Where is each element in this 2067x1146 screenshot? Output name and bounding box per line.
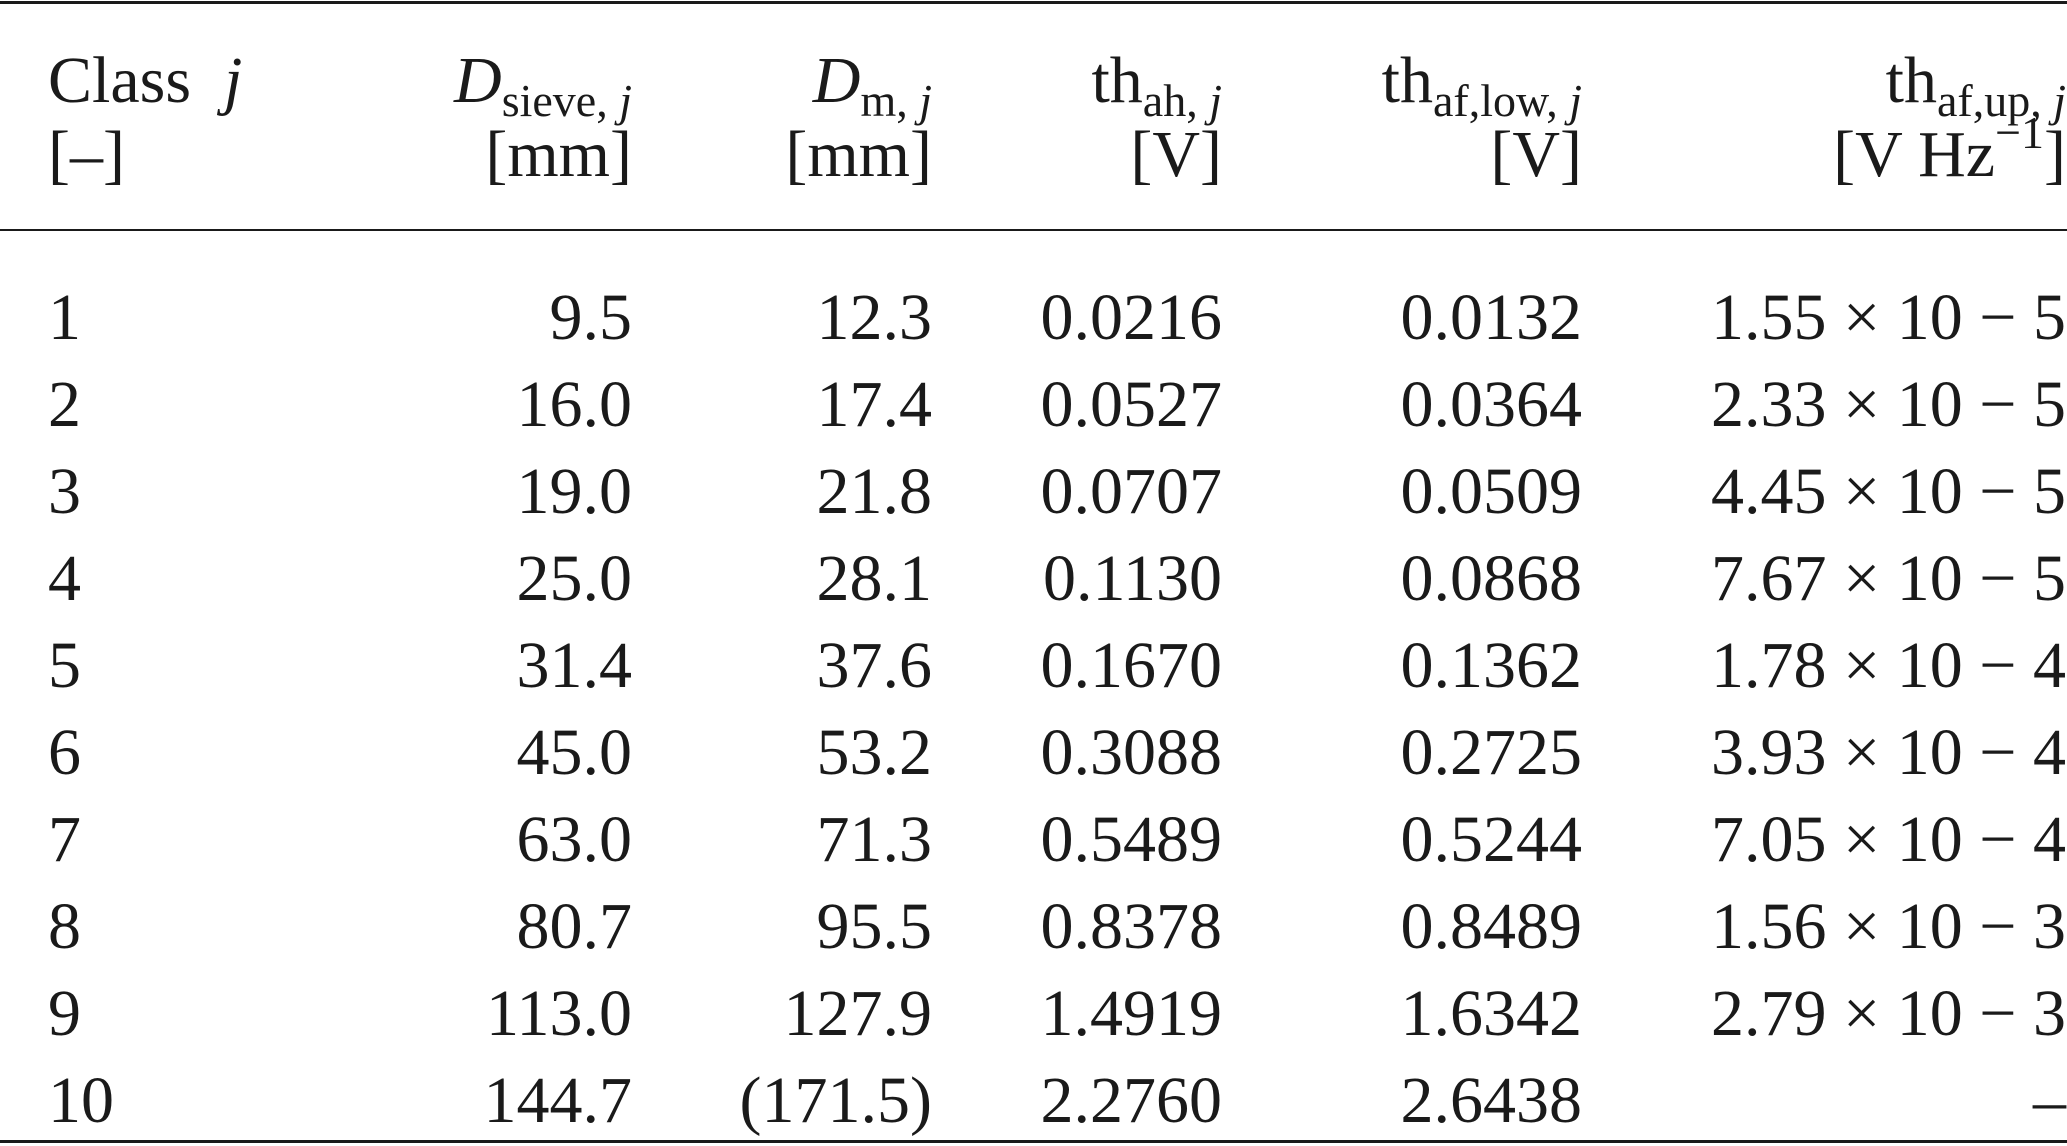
header-d-sieve: Dsieve, j <box>454 44 632 126</box>
table-cell: 3 <box>48 454 81 528</box>
table-cell: 25.0 <box>516 541 633 615</box>
table-body: 1 9.5 12.3 0.0216 0.0132 1.55 × 10 − 5 2 16.0 17… <box>48 218 2066 1144</box>
table-cell: 1 <box>48 280 81 354</box>
table-cell: 0.3088 <box>1040 715 1223 789</box>
table-row: 10 144.7 (171.5) 2.2760 2.6438 – <box>48 1057 2066 1144</box>
table-cell: 71.3 <box>816 802 933 876</box>
table-cell: 0.0527 <box>1040 367 1223 441</box>
table-cell: 144.7 <box>483 1063 633 1137</box>
table-cell: 0.2725 <box>1400 715 1583 789</box>
table-cell: 7 <box>48 802 81 876</box>
table-cell: 2.6438 <box>1400 1063 1583 1137</box>
table-cell: 19.0 <box>516 454 633 528</box>
top-rule <box>0 1 2067 4</box>
table-cell: 37.6 <box>816 628 933 702</box>
table-cell: 80.7 <box>516 889 633 963</box>
table-cell: 1.78 × 10 − 4 <box>1711 628 2066 702</box>
table-cell: 10 <box>48 1063 114 1137</box>
table-cell: 7.05 × 10 − 4 <box>1711 802 2066 876</box>
table-cell: 0.1362 <box>1400 628 1583 702</box>
table-cell: 6 <box>48 715 81 789</box>
table-cell: 16.0 <box>516 367 633 441</box>
table-cell: 1.6342 <box>1400 976 1583 1050</box>
table-row: 8 80.7 95.5 0.8378 0.8489 1.56 × 10 − 3 <box>48 883 2066 970</box>
header-class: Class j <box>48 44 243 117</box>
table-cell: 3.93 × 10 − 4 <box>1711 715 2066 789</box>
table-cell: 0.5489 <box>1040 802 1223 876</box>
table-cell: 28.1 <box>816 541 933 615</box>
table-cell: 4 <box>48 541 81 615</box>
table-cell: 127.9 <box>783 976 933 1050</box>
table-cell: 0.8378 <box>1040 889 1223 963</box>
table-cell: 63.0 <box>516 802 633 876</box>
table-cell: 0.0364 <box>1400 367 1583 441</box>
table-row: 1 9.5 12.3 0.0216 0.0132 1.55 × 10 − 5 <box>48 218 2066 361</box>
table-cell: 1.4919 <box>1040 976 1223 1050</box>
table-cell: 0.8489 <box>1400 889 1583 963</box>
table-cell: 8 <box>48 889 81 963</box>
unit-class: [–] <box>48 118 125 191</box>
unit-th-af-low: [V] <box>1490 118 1582 191</box>
table-cell: 95.5 <box>816 889 933 963</box>
table-cell: 7.67 × 10 − 5 <box>1711 541 2066 615</box>
header-row-symbols: Class j Dsieve, j Dm, j thah, j thaf,low… <box>48 18 2066 126</box>
table-cell: (171.5) <box>739 1063 932 1137</box>
table-cell: 0.0216 <box>1040 280 1223 354</box>
table-cell: 9 <box>48 976 81 1050</box>
unit-d-m: [mm] <box>785 118 932 191</box>
table-cell: 0.1130 <box>1042 541 1222 615</box>
table-row: 6 45.0 53.2 0.3088 0.2725 3.93 × 10 − 4 <box>48 709 2066 796</box>
table-cell: 2.79 × 10 − 3 <box>1711 976 2066 1050</box>
table-row: 7 63.0 71.3 0.5489 0.5244 7.05 × 10 − 4 <box>48 796 2066 883</box>
table-cell: 1.56 × 10 − 3 <box>1711 889 2066 963</box>
table-cell: 2.2760 <box>1040 1063 1223 1137</box>
table-cell: 12.3 <box>816 280 933 354</box>
header-row-units: [–] [mm] [mm] [V] [V] [V Hz−1] <box>48 107 2066 218</box>
header-rule <box>0 229 2067 231</box>
table-cell: 0.1670 <box>1040 628 1223 702</box>
table-cell: 31.4 <box>516 628 633 702</box>
table-row: 3 19.0 21.8 0.0707 0.0509 4.45 × 10 − 5 <box>48 448 2066 535</box>
unit-th-af-up: [V Hz−1] <box>1833 107 2066 191</box>
table-cell: – <box>2033 1063 2066 1137</box>
table-cell: 4.45 × 10 − 5 <box>1711 454 2066 528</box>
table-row: 5 31.4 37.6 0.1670 0.1362 1.78 × 10 − 4 <box>48 622 2066 709</box>
header-th-af-low: thaf,low, j <box>1381 44 1582 126</box>
unit-d-sieve: [mm] <box>485 118 632 191</box>
table-cell: 0.0707 <box>1040 454 1223 528</box>
table-row: 9 113.0 127.9 1.4919 1.6342 2.79 × 10 − 3 <box>48 970 2066 1057</box>
table-cell: 53.2 <box>816 715 933 789</box>
data-table: Class j Dsieve, j Dm, j thah, j thaf,low… <box>48 18 2066 1144</box>
table-cell: 2 <box>48 367 81 441</box>
bottom-rule <box>0 1140 2067 1143</box>
unit-th-ah: [V] <box>1130 118 1222 191</box>
table-cell: 113.0 <box>485 976 632 1050</box>
table-cell: 0.0868 <box>1400 541 1583 615</box>
table-cell: 0.0509 <box>1400 454 1583 528</box>
table-cell: 17.4 <box>816 367 933 441</box>
table-cell: 0.0132 <box>1400 280 1583 354</box>
table-cell: 1.55 × 10 − 5 <box>1711 280 2066 354</box>
table-row: 2 16.0 17.4 0.0527 0.0364 2.33 × 10 − 5 <box>48 361 2066 448</box>
table-cell: 5 <box>48 628 81 702</box>
table-cell: 2.33 × 10 − 5 <box>1711 367 2066 441</box>
table-cell: 21.8 <box>816 454 933 528</box>
header-d-m: Dm, j <box>812 44 932 126</box>
table-cell: 0.5244 <box>1400 802 1583 876</box>
header-th-af-up: thaf,up, j <box>1885 44 2066 126</box>
table-cell: 9.5 <box>549 280 633 354</box>
header-th-ah: thah, j <box>1091 44 1222 126</box>
table-row: 4 25.0 28.1 0.1130 0.0868 7.67 × 10 − 5 <box>48 535 2066 622</box>
table-cell: 45.0 <box>516 715 633 789</box>
